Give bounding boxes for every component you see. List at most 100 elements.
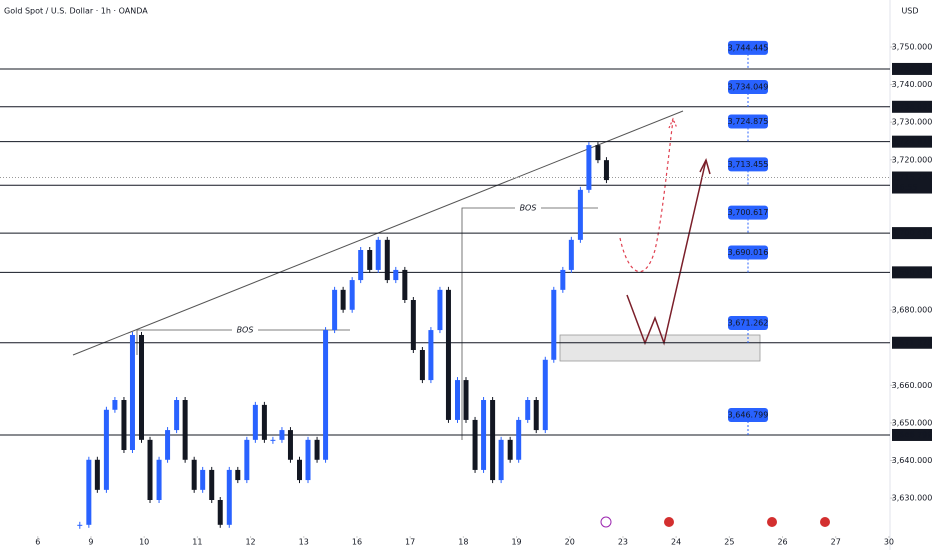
candle-body xyxy=(121,400,127,450)
level-label: 3,671.328 xyxy=(892,338,932,347)
x-tick-label: 13 xyxy=(299,538,309,547)
event-icon xyxy=(664,517,674,527)
x-tick-label: 9 xyxy=(88,538,93,547)
level-tag xyxy=(892,227,932,240)
candle-body xyxy=(287,430,293,460)
callout-label: 3,744.445 xyxy=(728,43,769,52)
candle-body xyxy=(235,469,241,481)
candle-body xyxy=(94,459,100,490)
callout-label: 3,734.049 xyxy=(728,82,769,91)
candle-body xyxy=(261,404,267,440)
candle-body xyxy=(156,459,162,500)
callout-label: 3,713.455 xyxy=(728,160,769,169)
candle-body xyxy=(323,330,329,460)
level-tag xyxy=(892,266,932,279)
x-tick-label: 10 xyxy=(139,538,149,547)
callout-label: 3,700.617 xyxy=(728,208,769,217)
chart-title: Gold Spot / U.S. Dollar · 1h · OANDA xyxy=(4,7,148,16)
candle-body xyxy=(402,269,408,300)
y-tick-label: 3,660.000 xyxy=(892,381,932,390)
candle-body xyxy=(525,400,531,420)
event-icons xyxy=(600,516,830,528)
y-tick-label: 3,740.000 xyxy=(892,80,932,89)
candle-body xyxy=(129,334,135,450)
callout-label: 3,646.799 xyxy=(728,410,769,419)
bos-label: BOS xyxy=(237,326,254,335)
candle-body xyxy=(463,380,469,420)
candle-body xyxy=(375,239,381,270)
candle-body xyxy=(507,439,513,460)
last-price-label: 3,715.280 xyxy=(892,173,932,182)
candle-body xyxy=(147,439,153,500)
event-icon xyxy=(600,516,612,528)
level-tag xyxy=(892,336,932,349)
candle-body xyxy=(455,380,461,420)
level-label: 3,646.799 xyxy=(892,430,932,439)
candle-body xyxy=(252,404,258,440)
candle-body xyxy=(481,400,487,470)
x-tick-label: 24 xyxy=(671,538,681,547)
bos-bg xyxy=(515,203,541,213)
level-label: 3,734.095 xyxy=(892,102,932,111)
y-tick-label: 3,680.000 xyxy=(892,306,932,315)
candle-body xyxy=(577,189,583,240)
candle-body xyxy=(568,239,574,270)
drawings: BOS BOS xyxy=(72,110,761,440)
level-label: 3,690.052 xyxy=(892,268,932,277)
candle-body xyxy=(200,469,206,490)
callout-label: 3,690.016 xyxy=(728,248,769,257)
y-tick-label: 3,750.000 xyxy=(892,42,932,51)
candle-body xyxy=(270,439,276,441)
y-tick-label: 3,720.000 xyxy=(892,155,932,164)
callout-box xyxy=(728,316,768,330)
callout-box xyxy=(728,114,768,129)
candle-body xyxy=(586,145,592,190)
x-tick-label: 16 xyxy=(352,538,362,547)
callout-label: 3,671.262 xyxy=(728,319,769,328)
alt-projection xyxy=(619,119,674,273)
candle-body xyxy=(445,289,451,420)
candle-body xyxy=(165,430,171,460)
candle-body xyxy=(367,250,373,270)
level-label: 3,724.818 xyxy=(892,137,932,146)
x-tick-label: 26 xyxy=(777,538,787,547)
level-tag xyxy=(892,135,932,148)
callout-label: 3,724.875 xyxy=(728,117,769,126)
candle-body xyxy=(516,419,522,460)
candle-body xyxy=(419,350,425,381)
arrow-head xyxy=(668,117,678,129)
candle-body xyxy=(86,459,92,525)
x-tick-label: 25 xyxy=(724,538,734,547)
level-tag xyxy=(892,428,932,441)
x-tick-label: 6 xyxy=(35,538,40,547)
x-tick-label: 11 xyxy=(192,538,202,547)
callout-box xyxy=(728,245,768,260)
candle-body xyxy=(384,239,390,281)
candle-body xyxy=(174,400,180,431)
event-icon xyxy=(820,517,830,527)
candle-body xyxy=(349,280,355,310)
bos-bg xyxy=(232,325,258,335)
bos-line xyxy=(136,329,350,355)
level-label: 3,744.161 xyxy=(892,64,932,73)
arrow-head xyxy=(699,157,711,175)
candle-body xyxy=(209,469,215,500)
bos-label: BOS xyxy=(520,204,537,213)
candle-body xyxy=(551,289,557,360)
candle-body xyxy=(103,409,109,490)
candle-body xyxy=(603,160,609,181)
candle-body xyxy=(542,359,548,431)
x-tick-label: 23 xyxy=(618,538,628,547)
last-price-tag xyxy=(892,171,932,194)
candle-body xyxy=(112,400,118,410)
candle-body xyxy=(244,439,250,481)
callout-box xyxy=(728,40,768,55)
candle-body xyxy=(498,439,504,481)
zone xyxy=(559,334,761,362)
x-tick-label: 27 xyxy=(831,538,841,547)
callout-box xyxy=(728,407,768,422)
candle-body xyxy=(226,469,232,525)
x-tick-label: 30 xyxy=(884,538,894,547)
y-tick-label: 3,730.000 xyxy=(892,118,932,127)
